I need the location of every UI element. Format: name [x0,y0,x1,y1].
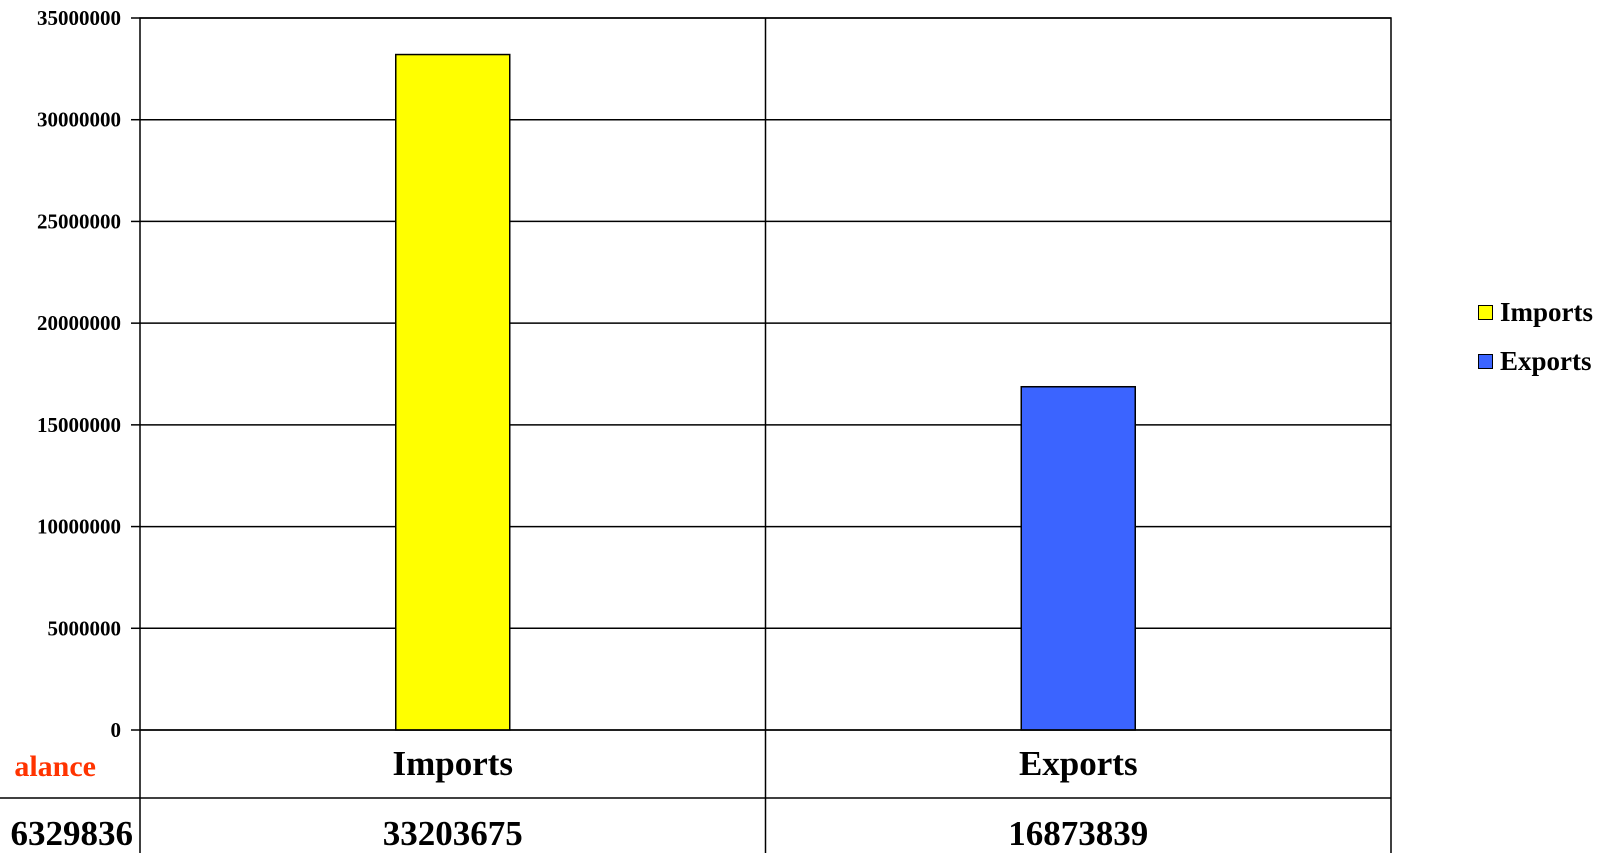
bars [395,53,1136,731]
legend-label-imports: Imports [1500,297,1593,327]
bar-exports [1020,385,1136,731]
table-cell-value: 33203675 [383,814,523,853]
table-cell-value: 16873839 [1008,814,1148,853]
y-tick-label: 5000000 [48,616,122,640]
y-tick-label: 25000000 [37,209,121,233]
legend-swatch-imports [1478,305,1493,320]
legend-item-imports: Imports [1478,288,1593,337]
grid-lines [140,17,1391,853]
bar-imports [395,53,511,731]
legend: Imports Exports [1478,288,1593,386]
plot-frame [139,17,1392,731]
y-tick-label: 10000000 [37,515,121,539]
y-tick-label: 15000000 [37,413,121,437]
plot-border [139,17,1392,731]
balance-value: 6329836 [11,814,134,853]
legend-label-exports: Exports [1500,346,1592,376]
balance-row-label: alance [14,750,96,783]
data-table: Imports 33203675 Exports 16873839 alance 6329… [0,730,1392,853]
legend-item-exports: Exports [1478,337,1593,386]
category-label: Exports [1019,744,1138,783]
y-tick-label: 35000000 [37,6,121,30]
y-tick-label: 30000000 [37,108,121,132]
y-axis-ticks: 0 5000000 10000000 15000000 20000000 25000000… [37,6,140,742]
category-label: Imports [392,744,513,783]
y-tick-label: 0 [111,718,122,742]
legend-swatch-exports [1478,354,1493,369]
y-tick-label: 20000000 [37,311,121,335]
